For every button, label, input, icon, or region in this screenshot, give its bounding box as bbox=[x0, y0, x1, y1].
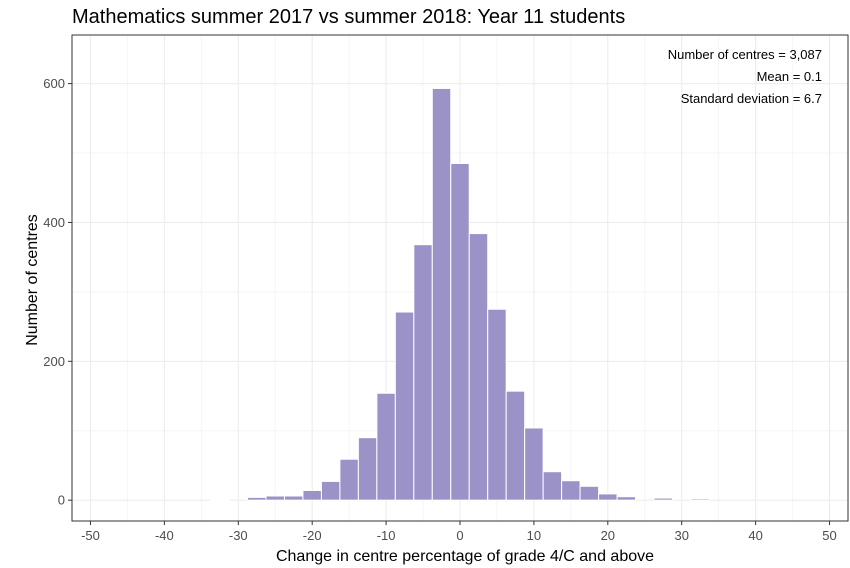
y-axis-title: Number of centres bbox=[24, 214, 41, 346]
x-axis-title: Change in centre percentage of grade 4/C… bbox=[276, 548, 654, 565]
x-tick-label: 20 bbox=[601, 528, 615, 543]
histogram-bar bbox=[210, 498, 230, 501]
histogram-bar bbox=[579, 485, 600, 501]
histogram-bar bbox=[339, 458, 359, 501]
histogram-bar bbox=[302, 489, 322, 501]
grid-layer bbox=[72, 35, 848, 521]
histogram-bar bbox=[450, 162, 470, 501]
y-tick-label: 600 bbox=[43, 76, 65, 91]
x-tick-label: 10 bbox=[527, 528, 541, 543]
histogram-bar bbox=[616, 496, 637, 501]
histogram-bar bbox=[487, 308, 507, 501]
chart-title: Mathematics summer 2017 vs summer 2018: … bbox=[72, 6, 626, 28]
histogram-bar bbox=[653, 497, 673, 501]
annotation-mean: Mean = 0.1 bbox=[757, 69, 822, 84]
x-tick-label: -20 bbox=[303, 528, 322, 543]
x-tick-label: -50 bbox=[81, 528, 100, 543]
x-tick-label: 40 bbox=[748, 528, 762, 543]
x-tick-label: -10 bbox=[377, 528, 396, 543]
bars-layer bbox=[210, 87, 710, 501]
histogram-bar bbox=[431, 87, 452, 501]
y-tick-label: 400 bbox=[43, 215, 65, 230]
histogram-bar bbox=[357, 437, 378, 501]
histogram-bar bbox=[468, 233, 489, 501]
annotation-sd: Standard deviation = 6.7 bbox=[681, 91, 822, 106]
x-tick-label: 30 bbox=[674, 528, 688, 543]
annotation-block: Number of centres = 3,087 Mean = 0.1 Sta… bbox=[668, 47, 822, 106]
histogram-bar bbox=[413, 244, 433, 501]
histogram-bar bbox=[394, 311, 415, 501]
histogram-bar bbox=[265, 495, 285, 501]
x-tick-label: -40 bbox=[155, 528, 174, 543]
histogram-bar bbox=[505, 390, 526, 501]
annotation-count: Number of centres = 3,087 bbox=[668, 47, 822, 62]
y-tick-label: 200 bbox=[43, 354, 65, 369]
y-tick-label: 0 bbox=[58, 493, 65, 508]
histogram-bar bbox=[690, 498, 710, 501]
histogram-bar bbox=[598, 493, 618, 501]
histogram-bar bbox=[561, 480, 581, 501]
histogram-bar bbox=[247, 496, 267, 501]
x-tick-label: -30 bbox=[229, 528, 248, 543]
histogram-bar bbox=[320, 480, 341, 501]
histogram-bar bbox=[524, 427, 544, 501]
histogram-bar bbox=[542, 471, 563, 501]
histogram-bar bbox=[376, 392, 396, 501]
x-tick-label: 0 bbox=[456, 528, 463, 543]
ticks-layer: -50 -40 -30 -20 -10 0 10 20 30 40 50 0 200 400 600 bbox=[43, 76, 836, 543]
histogram-bar bbox=[283, 495, 304, 501]
x-tick-label: 50 bbox=[822, 528, 836, 543]
